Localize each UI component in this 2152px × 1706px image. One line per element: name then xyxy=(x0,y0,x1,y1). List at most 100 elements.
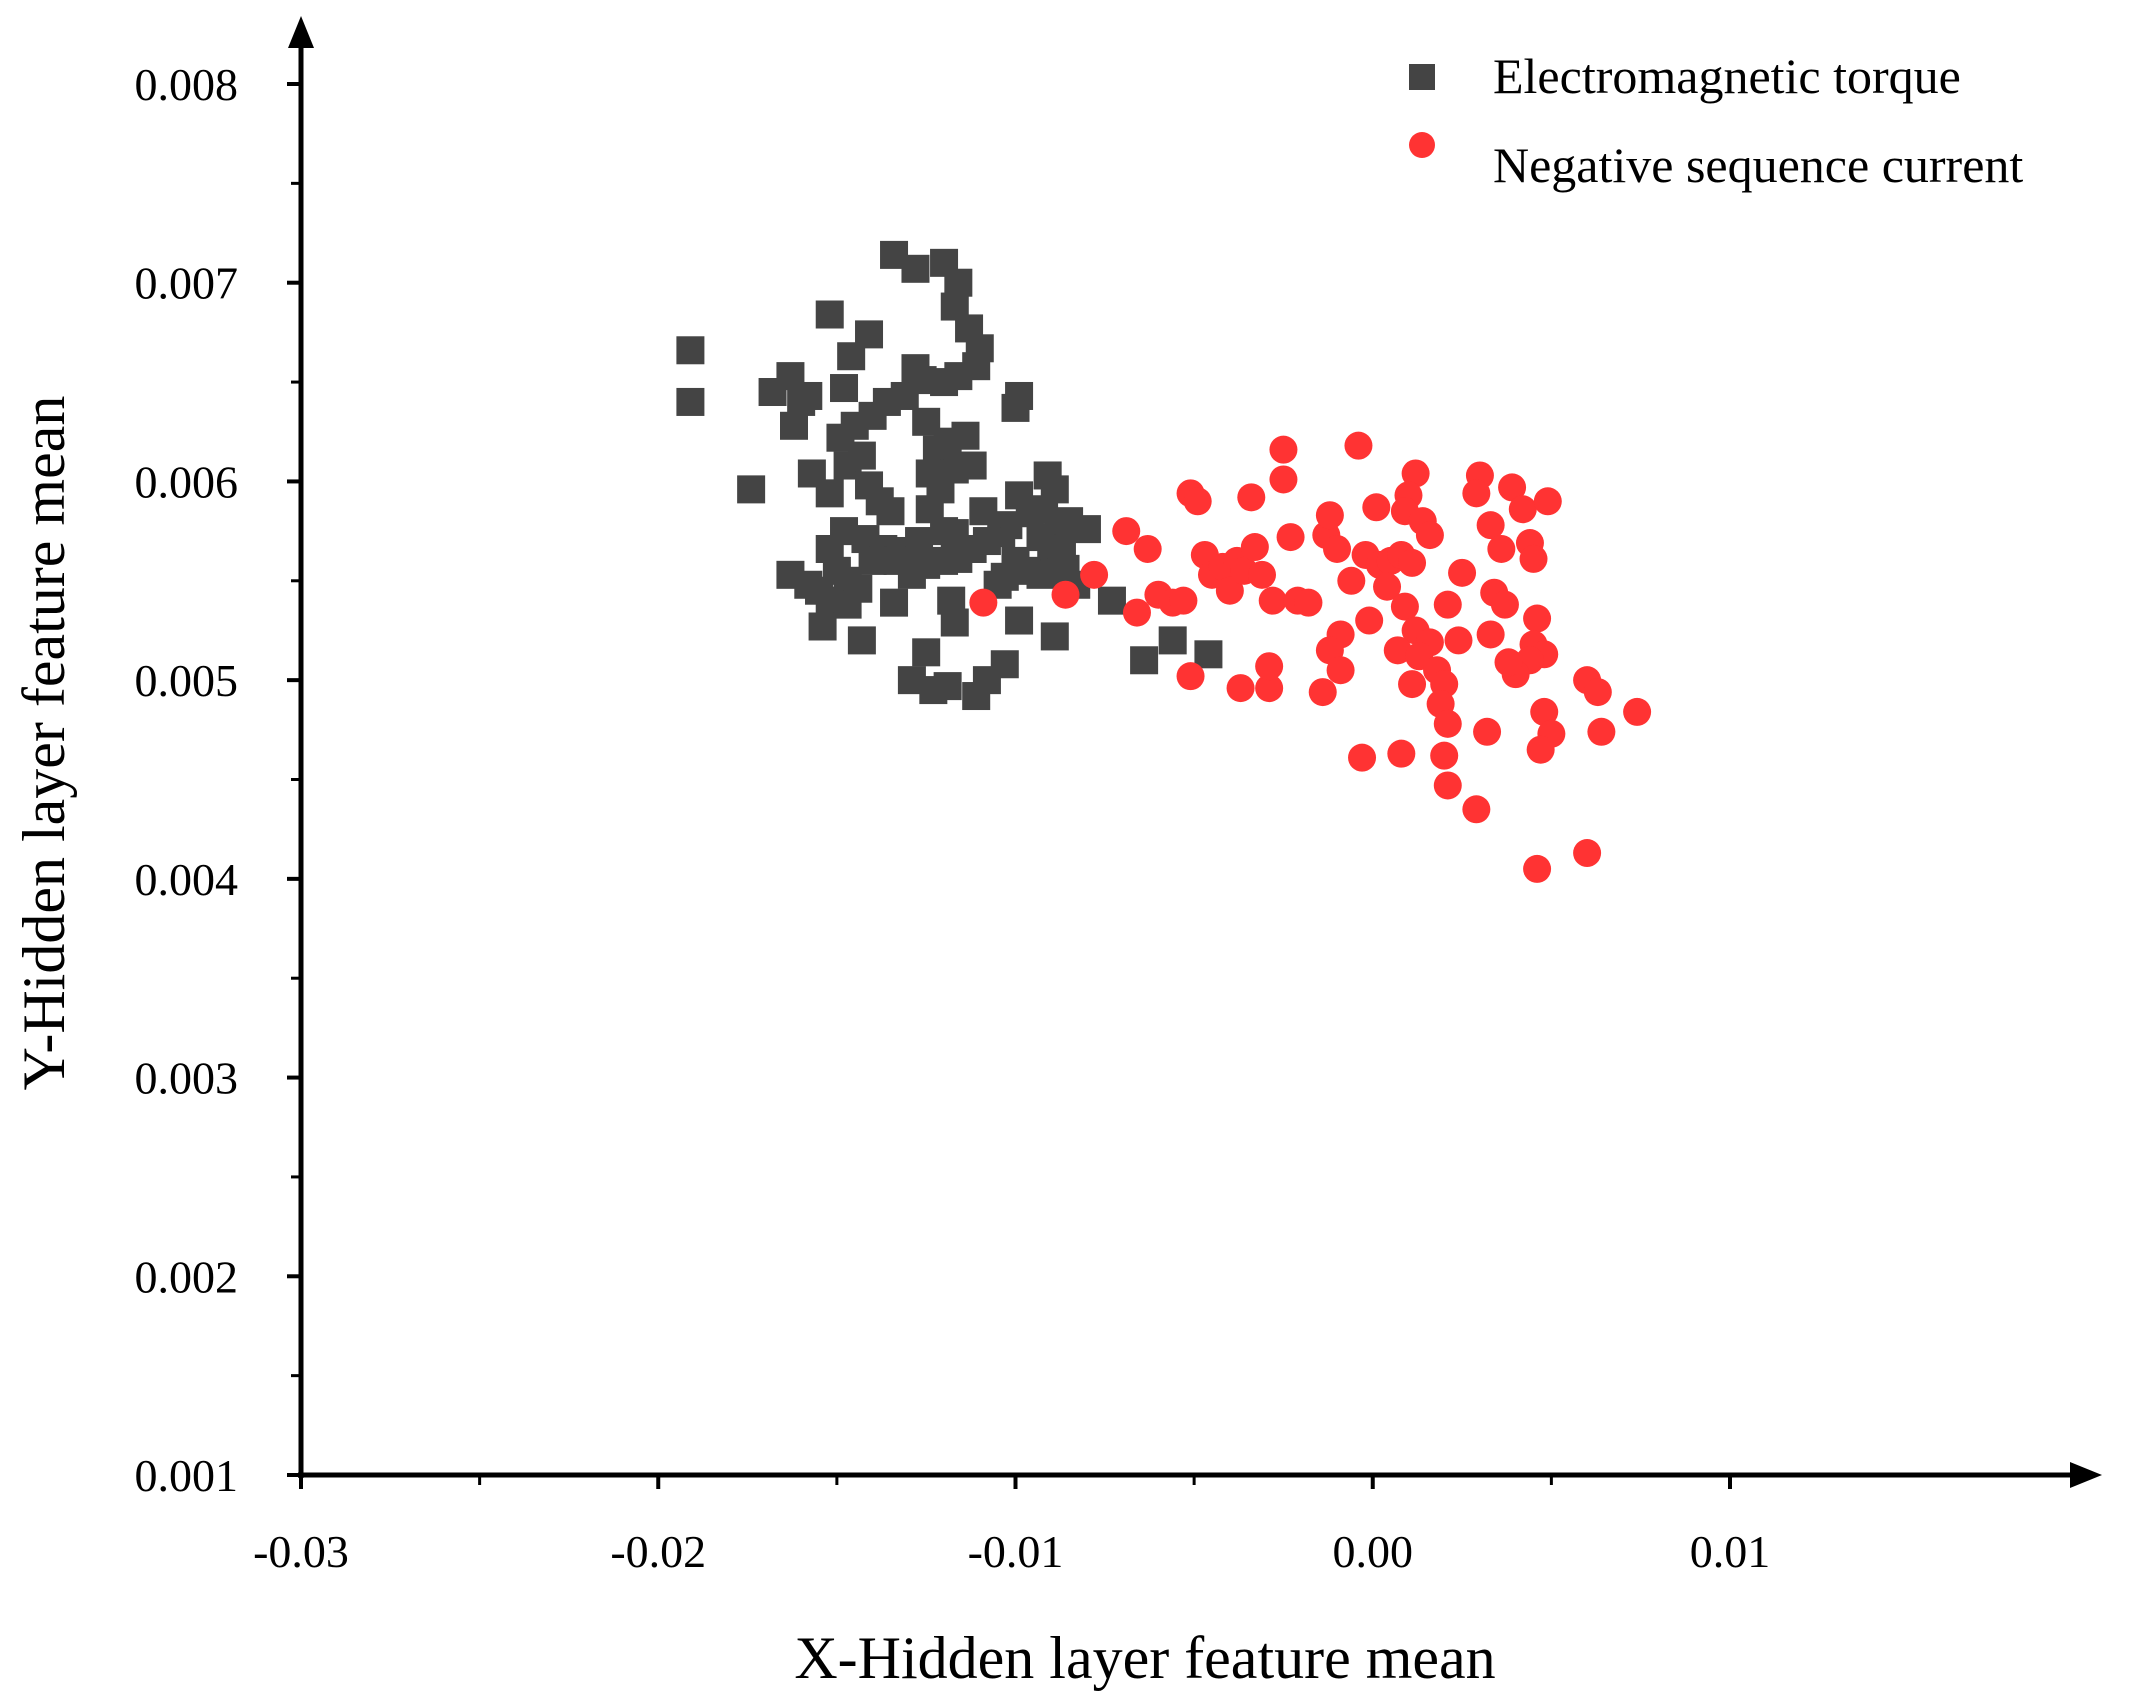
data-point xyxy=(1040,622,1069,651)
axes xyxy=(288,16,2102,1488)
data-point xyxy=(1487,534,1516,563)
data-point xyxy=(737,475,766,504)
x-tick-label: -0.01 xyxy=(968,1526,1064,1577)
data-point xyxy=(1398,548,1427,577)
data-point xyxy=(1294,588,1323,617)
data-point xyxy=(1183,487,1212,516)
data-point xyxy=(1158,626,1187,655)
data-point xyxy=(883,546,912,575)
data-point xyxy=(1323,534,1352,563)
data-point xyxy=(990,650,1019,679)
data-point xyxy=(1269,435,1298,464)
data-point xyxy=(1462,479,1491,508)
data-point xyxy=(1523,854,1552,883)
y-axis-arrow xyxy=(288,16,314,48)
data-point xyxy=(1255,652,1284,681)
data-point xyxy=(1623,697,1652,726)
x-tick-label: -0.03 xyxy=(253,1526,349,1577)
data-point xyxy=(1508,495,1537,524)
data-point xyxy=(1130,646,1159,675)
data-point xyxy=(1133,534,1162,563)
data-point xyxy=(780,411,809,440)
y-tick-label: 0.001 xyxy=(135,1450,239,1501)
legend-marker-series-1 xyxy=(1409,132,1435,158)
data-point xyxy=(1097,586,1126,615)
data-point xyxy=(1248,560,1277,589)
y-tick-label: 0.006 xyxy=(135,456,239,507)
data-point xyxy=(1176,662,1205,691)
data-point xyxy=(830,374,859,403)
data-point xyxy=(1448,558,1477,587)
y-axis-title: Y-Hidden layer feature mean xyxy=(11,396,77,1091)
data-point xyxy=(1530,697,1559,726)
data-point xyxy=(1348,743,1377,772)
x-tick-label: 0.00 xyxy=(1333,1526,1414,1577)
x-axis-arrow xyxy=(2070,1462,2102,1488)
data-point xyxy=(951,421,980,450)
data-point xyxy=(815,300,844,329)
points-layer xyxy=(676,240,1652,883)
data-point xyxy=(1523,604,1552,633)
legend-label-series-1: Negative sequence current xyxy=(1493,137,2023,193)
data-point xyxy=(855,320,884,349)
x-axis-title: X-Hidden layer feature mean xyxy=(794,1625,1495,1691)
data-point xyxy=(1433,709,1462,738)
data-point xyxy=(1444,626,1473,655)
data-point xyxy=(1494,648,1523,677)
data-point xyxy=(1583,678,1612,707)
data-point xyxy=(1401,459,1430,488)
y-tick-label: 0.003 xyxy=(135,1053,239,1104)
y-tick-label: 0.008 xyxy=(135,59,239,110)
tick-labels: -0.03 -0.02 -0.01 0.00 0.01 0.001 0.002 0.003 0.… xyxy=(135,59,1771,1577)
data-point xyxy=(858,546,887,575)
data-point xyxy=(1462,795,1491,824)
data-point xyxy=(815,479,844,508)
data-point xyxy=(1362,493,1391,522)
data-point xyxy=(933,672,962,701)
y-tick-label: 0.007 xyxy=(135,258,239,309)
data-point xyxy=(1005,606,1034,635)
data-point xyxy=(876,497,905,526)
data-point xyxy=(1533,487,1562,516)
data-point xyxy=(808,612,837,641)
ticks xyxy=(287,82,1732,1489)
data-point xyxy=(1237,483,1266,512)
legend-marker-series-0 xyxy=(1409,64,1435,90)
data-point xyxy=(1337,566,1366,595)
series-0 xyxy=(676,240,1223,711)
data-point xyxy=(676,387,705,416)
data-point xyxy=(930,368,959,397)
data-point xyxy=(1373,572,1402,601)
data-point xyxy=(1573,839,1602,868)
data-point xyxy=(1194,640,1223,669)
data-point xyxy=(1258,586,1287,615)
data-point xyxy=(1476,511,1505,540)
data-point xyxy=(1498,473,1527,502)
data-point xyxy=(833,590,862,619)
data-point xyxy=(1433,590,1462,619)
data-point xyxy=(1415,521,1444,550)
data-point xyxy=(1308,678,1337,707)
data-point xyxy=(1390,592,1419,621)
x-tick-label: -0.02 xyxy=(610,1526,706,1577)
data-point xyxy=(1112,517,1141,546)
data-point xyxy=(1240,533,1269,562)
data-point xyxy=(1476,620,1505,649)
data-point xyxy=(676,336,705,365)
data-point xyxy=(944,268,973,297)
y-tick-label: 0.005 xyxy=(135,655,239,706)
data-point xyxy=(1490,590,1519,619)
legend-label-series-0: Electromagnetic torque xyxy=(1493,48,1961,104)
data-point xyxy=(1587,717,1616,746)
data-point xyxy=(901,254,930,283)
data-point xyxy=(940,608,969,637)
legend: Electromagnetic torque Negative sequence… xyxy=(1409,48,2023,193)
data-point xyxy=(1226,674,1255,703)
data-point xyxy=(1051,580,1080,609)
data-point xyxy=(1169,586,1198,615)
data-point xyxy=(1344,431,1373,460)
data-point xyxy=(1001,393,1030,422)
data-point xyxy=(1355,606,1384,635)
data-point xyxy=(912,638,941,667)
